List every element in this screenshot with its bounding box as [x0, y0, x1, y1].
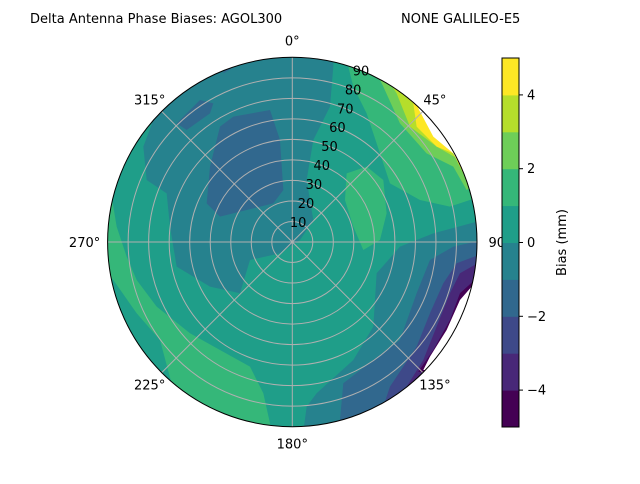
colorbar-band: [502, 242, 519, 280]
colorbar-band: [502, 390, 519, 428]
polar-grid: [107, 57, 477, 427]
contour-band-neg2-neg1: [176, 99, 214, 130]
r-tick-label: 10: [290, 216, 307, 231]
r-tick-label: 60: [329, 121, 346, 136]
r-tick-label: 30: [306, 178, 323, 193]
colorbar-tick-label: −4: [527, 384, 546, 399]
r-tick-label: 40: [313, 159, 330, 174]
colorbar-band: [502, 316, 519, 354]
theta-tick-label: 45°: [423, 93, 446, 108]
r-tick-label: 80: [345, 83, 362, 98]
theta-tick-label: 315°: [134, 93, 165, 108]
colorbar-band: [502, 168, 519, 207]
colorbar-tick-label: 0: [527, 236, 535, 251]
grid-spoke: [291, 241, 424, 373]
theta-tick-label: 270°: [69, 236, 100, 251]
colorbar: −4 −2 0 2 4 Bias (mm): [501, 57, 570, 428]
colorbar-label: Bias (mm): [555, 209, 570, 276]
theta-tick-label: 225°: [134, 379, 165, 394]
chart-title-left: Delta Antenna Phase Biases: AGOL300: [30, 12, 282, 27]
colorbar-band: [502, 58, 519, 96]
colorbar-band: [502, 205, 519, 243]
polar-frame: [107, 56, 478, 428]
angular-tick-labels: 0°45°90°135°180°225°270°315°: [69, 34, 512, 452]
theta-tick-label: 0°: [285, 34, 300, 49]
colorbar-tick-label: −2: [527, 310, 546, 325]
contour-band-0-1: [107, 253, 174, 390]
colorbar-band: [502, 353, 519, 391]
r-tick-label: 50: [321, 140, 338, 155]
colorbar-band: [502, 131, 519, 170]
contour-band-neg2-neg1: [206, 109, 284, 217]
r-tick-label: 20: [298, 197, 315, 212]
theta-tick-label: 180°: [277, 438, 308, 453]
colorbar-band: [502, 279, 519, 317]
grid-spoke: [161, 111, 293, 243]
colorbar-band: [502, 94, 519, 133]
grid-spoke: [161, 241, 293, 373]
grid-spoke: [291, 111, 424, 243]
colorbar-tick-label: 2: [527, 162, 535, 177]
theta-tick-label: 135°: [419, 379, 450, 394]
contour-band-1-2: [344, 166, 387, 250]
contour-fills: [107, 57, 477, 427]
colorbar-tick-label: 4: [527, 88, 535, 103]
r-tick-label: 90: [353, 64, 370, 79]
r-tick-label: 70: [337, 102, 354, 117]
radial-tick-labels: 10 20 30 40 50 60 70 80 90: [290, 64, 369, 231]
chart-title-right: NONE GALILEO-E5: [401, 12, 520, 27]
